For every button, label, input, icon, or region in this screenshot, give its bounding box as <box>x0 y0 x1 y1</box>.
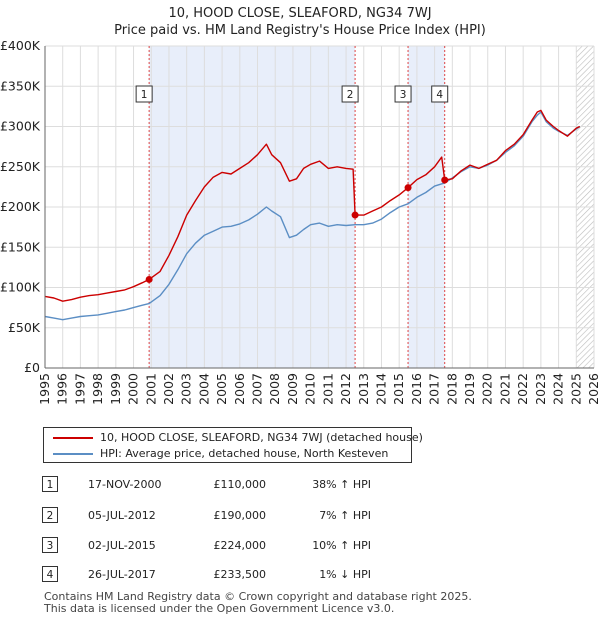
sale-point <box>351 211 359 219</box>
transaction-date: 17-NOV-2000 <box>88 478 162 491</box>
x-tick-label: 1995 <box>37 373 52 405</box>
x-tick-label: 2010 <box>303 373 318 405</box>
x-tick-label: 2008 <box>267 373 282 405</box>
x-tick-label: 2012 <box>338 373 353 405</box>
transaction-hpi: 10% ↑ HPI <box>312 539 371 552</box>
x-tick-label: 1998 <box>90 373 105 405</box>
transaction-row: 2 05-JUL-2012 £190,000 7% ↑ HPI <box>0 507 600 527</box>
transaction-date: 05-JUL-2012 <box>88 509 156 522</box>
legend-label-hpi: HPI: Average price, detached house, Nort… <box>100 447 389 460</box>
y-tick-label: £400K <box>0 38 41 53</box>
transaction-hpi: 38% ↑ HPI <box>312 478 371 491</box>
price-chart: 1 2 3 4 £0 £50K £100K £150K £200K £250K £300K £350K… <box>0 38 600 405</box>
x-tick-label: 2011 <box>320 373 335 405</box>
x-tick-label: 2017 <box>427 373 442 405</box>
transaction-row: 4 26-JUL-2017 £233,500 1% ↓ HPI <box>0 566 600 586</box>
transaction-row: 1 17-NOV-2000 £110,000 38% ↑ HPI <box>0 476 600 496</box>
footer-licence: This data is licensed under the Open Gov… <box>44 602 395 615</box>
transaction-hpi: 7% ↑ HPI <box>319 509 371 522</box>
x-tick-label: 2014 <box>373 373 388 405</box>
sale-point <box>441 176 449 184</box>
x-tick-label: 2006 <box>232 373 247 405</box>
chart-subtitle: Price paid vs. HM Land Registry's House … <box>114 23 486 38</box>
x-tick-label: 2004 <box>196 373 211 405</box>
x-tick-label: 2005 <box>214 373 229 405</box>
x-tick-label: 2016 <box>409 373 424 405</box>
x-tick-label: 2023 <box>533 373 548 405</box>
legend-swatch-hpi <box>53 453 93 455</box>
x-tick-label: 2013 <box>356 373 371 405</box>
x-tick-label: 2018 <box>444 373 459 405</box>
x-tick-label: 2015 <box>391 373 406 405</box>
x-tick-label: 1997 <box>72 373 87 405</box>
x-tick-label: 1999 <box>108 373 123 405</box>
sale-number-label: 4 <box>436 89 443 101</box>
x-tick-label: 2009 <box>285 373 300 405</box>
transaction-date: 02-JUL-2015 <box>88 539 156 552</box>
sale-number-box <box>135 85 153 103</box>
transaction-date: 26-JUL-2017 <box>88 568 156 581</box>
y-tick-label: £0 <box>24 360 40 375</box>
transaction-number: 1 <box>42 476 58 492</box>
chart-title: 10, HOOD CLOSE, SLEAFORD, NG34 7WJ <box>168 6 432 21</box>
x-tick-label: 2022 <box>515 373 530 405</box>
y-tick-label: £250K <box>0 159 41 174</box>
y-tick-label: £300K <box>0 119 41 134</box>
transaction-number: 2 <box>42 507 58 523</box>
sale-number-label: 1 <box>141 89 148 101</box>
y-tick-label: £100K <box>0 280 41 295</box>
transaction-row: 3 02-JUL-2015 £224,000 10% ↑ HPI <box>0 537 600 557</box>
x-tick-label: 2019 <box>462 373 477 405</box>
legend-label-property: 10, HOOD CLOSE, SLEAFORD, NG34 7WJ (deta… <box>100 431 423 444</box>
x-tick-label: 2020 <box>480 373 495 405</box>
x-tick-label: 2024 <box>551 373 566 405</box>
x-tick-label: 2021 <box>497 373 512 405</box>
transaction-price: £190,000 <box>213 509 267 522</box>
x-tick-label: 2001 <box>143 373 158 405</box>
sale-number-box <box>394 85 412 103</box>
x-tick-label: 2000 <box>126 373 141 405</box>
y-tick-label: £50K <box>8 320 41 335</box>
sale-number-label: 3 <box>400 89 407 101</box>
y-tick-label: £200K <box>0 199 41 214</box>
x-tick-label: 2003 <box>179 373 194 405</box>
sale-number-box <box>341 85 359 103</box>
transaction-number: 3 <box>42 537 58 553</box>
sale-point <box>404 184 412 192</box>
property-price-line <box>44 109 581 302</box>
x-tick-label: 2007 <box>250 373 265 405</box>
transaction-price: £224,000 <box>213 539 267 552</box>
x-tick-label: 2025 <box>568 373 583 405</box>
transaction-price: £233,500 <box>213 568 267 581</box>
hpi-line <box>44 111 581 321</box>
y-tick-label: £150K <box>0 239 41 254</box>
sale-number-label: 2 <box>347 89 354 101</box>
x-tick-label: 2026 <box>586 373 600 405</box>
legend-swatch-property <box>53 437 93 439</box>
y-tick-label: £350K <box>0 78 41 93</box>
transaction-hpi: 1% ↓ HPI <box>319 568 371 581</box>
chart-legend: 10, HOOD CLOSE, SLEAFORD, NG34 7WJ (deta… <box>43 427 423 463</box>
sale-number-box <box>431 85 449 103</box>
x-tick-label: 2002 <box>161 373 176 405</box>
footer-copyright: Contains HM Land Registry data © Crown c… <box>44 590 472 603</box>
transaction-number: 4 <box>42 566 58 582</box>
transaction-price: £110,000 <box>213 478 267 491</box>
x-tick-label: 1996 <box>55 373 70 405</box>
sale-point <box>145 275 153 283</box>
